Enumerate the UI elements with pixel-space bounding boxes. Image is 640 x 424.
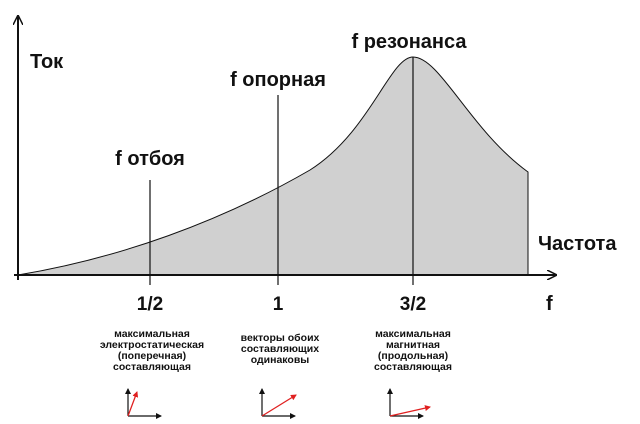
marker-label: f опорная	[230, 69, 326, 91]
x-axis-label: Частота	[538, 233, 617, 255]
tick-label: 1	[273, 294, 284, 315]
resonance-curve	[17, 56, 529, 276]
tick-label: 3/2	[400, 294, 426, 315]
marker-label: f отбоя	[115, 148, 185, 170]
tick-label: 1/2	[137, 294, 163, 315]
description-line: магнитная	[386, 339, 440, 351]
description-line: электростатическая	[100, 339, 204, 351]
description-line: (продольная)	[378, 350, 448, 362]
description-line: максимальная	[375, 328, 451, 340]
description-line: составляющая	[374, 361, 452, 373]
marker-label: f резонанса	[352, 31, 468, 53]
description-line: (поперечная)	[118, 350, 186, 362]
x-symbol: f	[546, 293, 553, 315]
description-line: составляющих	[241, 343, 319, 355]
icon-vector	[127, 391, 139, 417]
description-line: одинаковы	[251, 354, 310, 366]
icon-vector	[389, 405, 431, 417]
description-line: векторы обоих	[241, 332, 320, 344]
icon-vector	[261, 394, 297, 417]
description-line: максимальная	[114, 328, 190, 340]
y-axis-label: Ток	[30, 51, 64, 73]
description-line: составляющая	[113, 361, 191, 373]
